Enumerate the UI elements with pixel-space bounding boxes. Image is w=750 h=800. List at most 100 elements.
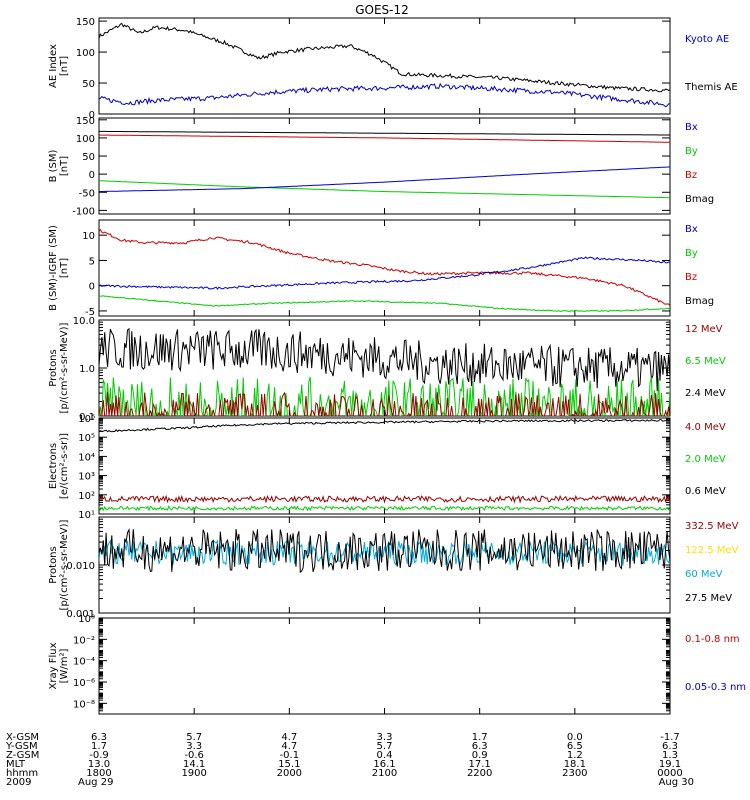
- ephemeris-cell: 1.7: [472, 732, 488, 743]
- legend-2-4-mev: 2.4 MeV: [685, 388, 726, 399]
- legend-kyoto-ae: Kyoto AE: [685, 34, 729, 45]
- ephemeris-cell: 0.0: [567, 732, 583, 743]
- series-2-0-mev: [99, 505, 670, 512]
- legend-2-0-mev: 2.0 MeV: [685, 454, 726, 465]
- ephemeris-cell: -1.7: [660, 732, 680, 743]
- ephemeris-cell: 13.0: [88, 759, 110, 770]
- y-tick-label: 150: [76, 17, 95, 28]
- series-bz: [99, 134, 670, 143]
- legend-bx: Bx: [685, 122, 698, 133]
- ephemeris-cell: -0.6: [184, 750, 204, 761]
- legend-bz: Bz: [685, 272, 697, 283]
- y-axis-label-line: AE Index: [48, 44, 59, 88]
- series-bz: [99, 228, 670, 306]
- legend-themis-ae: Themis AE: [684, 82, 738, 93]
- y-tick-label: 10⁻²: [73, 635, 95, 646]
- ephemeris-row-label: Y-GSM: [5, 741, 38, 752]
- y-axis-label: Electrons[e/(cm²-s-sr)]: [48, 433, 70, 499]
- y-tick-label: 150: [76, 116, 95, 127]
- y-tick-label: 0.010: [66, 561, 95, 572]
- ephemeris-cell: 4.7: [281, 732, 297, 743]
- series-12-mev: [99, 391, 670, 416]
- series-bx: [99, 166, 670, 192]
- ephemeris-cell: 16.1: [373, 759, 395, 770]
- ephemeris-cell: 6.5: [567, 741, 583, 752]
- legend-0-6-mev: 0.6 MeV: [685, 486, 726, 497]
- series-kyoto-ae: [99, 82, 670, 108]
- y-tick-label: 10⁻⁴: [73, 657, 95, 668]
- panel-bsm: -100 -50 0 50 100 150 B (SM)[nT] Bx By Bz Bmag: [48, 116, 714, 218]
- y-tick-label: 10⁵: [78, 433, 95, 444]
- y-axis-label-line: Protons: [48, 349, 59, 386]
- legend-bz: Bz: [685, 170, 697, 181]
- legend-by: By: [685, 146, 698, 157]
- y-axis-unit-line: [nT]: [59, 156, 70, 176]
- y-axis-unit-line: [e/(cm²-s-sr)]: [59, 433, 70, 499]
- ephemeris-cell: 1800: [86, 768, 111, 779]
- y-tick-label: -50: [79, 188, 95, 199]
- ephemeris-cell: 6.3: [472, 741, 488, 752]
- legend-332-5-mev: 332.5 MeV: [685, 521, 739, 532]
- y-axis-label: B (SM)-IGRF (SM)[nT]: [48, 225, 70, 311]
- y-axis-label: AE Index[nT]: [48, 44, 70, 88]
- ephemeris-row-label: MLT: [6, 759, 26, 770]
- y-tick-label: 0: [89, 170, 95, 181]
- series-by: [99, 180, 670, 199]
- y-axis-label-line: Electrons: [48, 443, 59, 489]
- legend-4-0-mev: 4.0 MeV: [685, 422, 726, 433]
- series-2-4-mev: [99, 327, 670, 392]
- ephemeris-cell: 5.7: [377, 741, 393, 752]
- y-tick-label: 10⁴: [78, 452, 95, 463]
- y-tick-label: 10⁻⁸: [73, 699, 95, 710]
- series-bx: [99, 256, 670, 290]
- ephemeris-row-label: Z-GSM: [6, 750, 39, 761]
- y-axis-label: Protons[p/(cm²-s-sr-MeV)]: [48, 519, 70, 610]
- y-tick-label: 50: [82, 152, 95, 163]
- y-axis-unit-line: [p/(cm²-s-sr-MeV)]: [59, 519, 70, 610]
- y-tick-label: 10⁰: [78, 614, 95, 625]
- ephemeris-row-label: hhmm: [6, 768, 38, 779]
- y-tick-label: 0: [89, 110, 95, 121]
- y-axis-label: Xray Flux[W/m²]: [48, 642, 70, 689]
- ephemeris-cell: 6.3: [662, 741, 678, 752]
- legend-12-mev: 12 MeV: [685, 324, 723, 335]
- y-tick-label: 50: [82, 79, 95, 90]
- panel-frame: [98, 617, 671, 715]
- ephemeris-cell: 5.7: [186, 732, 202, 743]
- ephemeris-cell: 1.7: [91, 741, 107, 752]
- panel-frame: [98, 516, 671, 614]
- ephemeris-cell: 3.3: [186, 741, 202, 752]
- y-axis-unit-line: [nT]: [59, 258, 70, 278]
- ephemeris-cell: Aug 30: [659, 777, 694, 788]
- y-tick-label: 100: [76, 134, 95, 145]
- ephemeris-cell: 2200: [467, 768, 492, 779]
- y-axis-label-line: Protons: [48, 546, 59, 583]
- ephemeris-cell: -0.9: [89, 750, 109, 761]
- y-axis-unit-line: [nT]: [59, 56, 70, 76]
- y-axis-label-line: B (SM): [48, 149, 59, 182]
- y-tick-label: 10⁻⁶: [73, 678, 95, 689]
- series-6-5-mev: [99, 376, 670, 416]
- ephemeris-cell: Aug 29: [78, 777, 113, 788]
- ephemeris-cell: 6.3: [91, 732, 107, 743]
- series-by: [99, 295, 670, 312]
- ephemeris-cell: 1.2: [567, 750, 583, 761]
- ephemeris-row-label: X-GSM: [6, 732, 39, 743]
- y-tick-label: 10¹: [78, 510, 95, 521]
- legend-60-mev: 60 MeV: [685, 569, 723, 580]
- y-tick-label: 10³: [78, 472, 95, 483]
- legend-bmag: Bmag: [685, 194, 714, 205]
- y-tick-label: 0: [89, 282, 95, 293]
- legend-by: By: [685, 248, 698, 259]
- series-0-6-mev: [99, 418, 670, 433]
- y-tick-label: 10: [82, 231, 95, 242]
- ephemeris-cell: 18.1: [564, 759, 586, 770]
- ephemeris-cell: 1.3: [662, 750, 678, 761]
- ephemeris-cell: 0.4: [377, 750, 393, 761]
- ephemeris-cell: 14.1: [183, 759, 205, 770]
- series-themis-ae: [99, 22, 670, 93]
